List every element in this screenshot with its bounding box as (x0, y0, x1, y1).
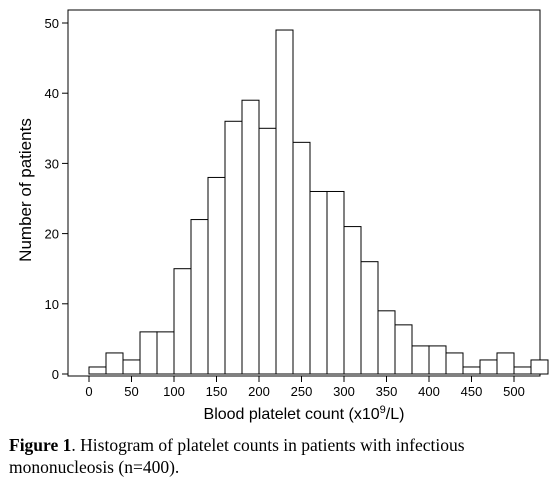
histogram-bar (190, 219, 209, 375)
histogram-bar (343, 226, 362, 375)
histogram-bar (207, 176, 226, 375)
histogram-bar (122, 359, 141, 375)
histogram-bar (360, 261, 379, 375)
x-tick-label: 400 (418, 384, 440, 399)
x-tick-label: 450 (461, 384, 483, 399)
histogram-bar (139, 331, 158, 375)
histogram-bar (156, 331, 175, 375)
x-tick-label: 0 (85, 384, 92, 399)
chart-svg: 0 10 20 30 40 50 0 50 100 150 200 250 300 350 400 450 5… (16, 9, 549, 423)
histogram-bar (530, 359, 549, 375)
caption-label: Figure 1 (9, 435, 72, 455)
histogram-bar (88, 366, 107, 375)
x-axis-label: Blood platelet count (x109/L) (204, 404, 405, 423)
histogram-bar (275, 29, 294, 375)
x-tick-label: 100 (163, 384, 185, 399)
histogram-bar (462, 366, 481, 375)
histogram-bar (224, 120, 243, 375)
y-tick-label: 10 (45, 297, 59, 312)
x-tick-label: 50 (124, 384, 138, 399)
histogram-bar (258, 127, 277, 375)
y-axis-label: Number of patients (16, 118, 35, 262)
y-tick-label: 30 (45, 156, 59, 171)
histogram-bar (292, 141, 311, 375)
histogram-bar (445, 352, 464, 375)
x-tick-label: 150 (206, 384, 228, 399)
x-axis-label-main: Blood platelet count (x10 (204, 406, 380, 423)
histogram-bar (326, 190, 345, 375)
x-axis-label-sup: 9 (380, 404, 386, 416)
x-tick-label: 200 (248, 384, 270, 399)
y-axis-ticks: 0 10 20 30 40 50 (45, 16, 68, 382)
y-tick-label: 40 (45, 86, 59, 101)
x-tick-label: 500 (503, 384, 525, 399)
histogram-bar (105, 352, 124, 375)
histogram-bar (173, 268, 192, 375)
histogram-bar (513, 366, 532, 375)
histogram-bars (88, 29, 549, 375)
histogram-bar (309, 190, 328, 375)
histogram-bar (411, 345, 430, 375)
histogram-chart: 0 10 20 30 40 50 0 50 100 150 200 250 300 350 400 450 5… (16, 9, 549, 423)
x-tick-label: 250 (291, 384, 313, 399)
histogram-bar (428, 345, 447, 375)
histogram-bar (479, 359, 498, 375)
histogram-bar (496, 352, 515, 375)
histogram-bar (241, 99, 260, 375)
y-tick-label: 20 (45, 227, 59, 242)
histogram-bar (394, 324, 413, 375)
figure-caption: Figure 1. Histogram of platelet counts i… (9, 434, 541, 478)
x-axis-ticks: 0 50 100 150 200 250 300 350 400 450 500 (85, 376, 525, 399)
x-tick-label: 300 (333, 384, 355, 399)
histogram-bar (377, 310, 396, 375)
x-axis-label-tail: /L) (386, 406, 405, 423)
x-tick-label: 350 (376, 384, 398, 399)
y-tick-label: 50 (45, 16, 59, 31)
caption-text: . Histogram of platelet counts in patien… (9, 435, 465, 477)
y-tick-label: 0 (52, 367, 59, 382)
